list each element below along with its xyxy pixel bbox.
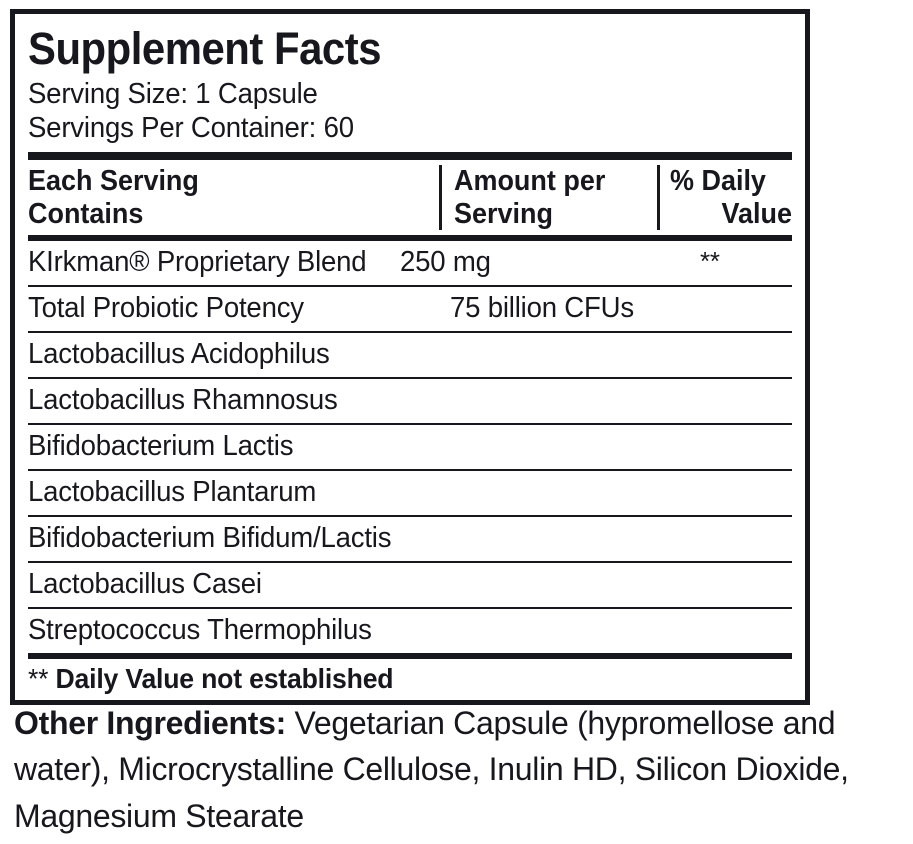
header-daily-value-line1: % Daily bbox=[670, 165, 766, 198]
row-divider bbox=[28, 561, 792, 564]
table-row: Lactobacillus Acidophilus bbox=[28, 333, 792, 377]
other-ingredients-block: Other Ingredients: Vegetarian Capsule (h… bbox=[14, 700, 904, 839]
other-ingredients-text: Vegetarian Capsule (hypromellose and wat… bbox=[14, 705, 849, 834]
divider-below-header bbox=[28, 235, 792, 242]
footnote-marker: ** bbox=[28, 663, 56, 695]
table-header-row: Each Serving Contains Amount per Serving… bbox=[28, 160, 792, 235]
divider-thick-top bbox=[28, 152, 792, 161]
row-divider bbox=[28, 285, 792, 288]
row-divider bbox=[28, 377, 792, 380]
serving-size-text: Serving Size: 1 Capsule bbox=[28, 78, 318, 110]
supplement-facts-panel: Supplement Facts Serving Size: 1 Capsule… bbox=[10, 9, 810, 706]
table-row: Bifidobacterium Lactis bbox=[28, 425, 792, 469]
other-ingredients-label: Other Ingredients: bbox=[14, 705, 286, 741]
row-name: Lactobacillus Acidophilus bbox=[28, 338, 330, 371]
row-name: Streptococcus Thermophilus bbox=[28, 614, 372, 647]
row-name: Lactobacillus Rhamnosus bbox=[28, 384, 338, 417]
table-row: Lactobacillus Plantarum bbox=[28, 471, 792, 515]
page-title: Supplement Facts bbox=[28, 23, 382, 74]
row-divider bbox=[28, 469, 792, 472]
row-amount: 75 billion CFUs bbox=[450, 292, 634, 325]
row-name: Lactobacillus Casei bbox=[28, 568, 262, 601]
row-name: Bifidobacterium Bifidum/Lactis bbox=[28, 522, 392, 555]
table-row: Bifidobacterium Bifidum/Lactis bbox=[28, 517, 792, 561]
header-daily-value-line2: Value bbox=[721, 197, 792, 230]
row-divider bbox=[28, 423, 792, 426]
header-col-each-serving: Each Serving Contains bbox=[28, 165, 439, 230]
table-row: Lactobacillus Casei bbox=[28, 563, 792, 607]
row-divider bbox=[28, 607, 792, 610]
header-each-serving-line1: Each Serving bbox=[28, 165, 199, 198]
daily-value-footnote: ** Daily Value not established bbox=[28, 659, 754, 700]
table-row: Lactobacillus Rhamnosus bbox=[28, 379, 792, 423]
header-each-serving-line2: Contains bbox=[28, 197, 144, 230]
footnote-text: Daily Value not established bbox=[55, 663, 394, 695]
servings-per-container-text: Servings Per Container: 60 bbox=[28, 112, 354, 145]
divider-above-footnote bbox=[28, 653, 792, 660]
header-amount-line1: Amount per bbox=[454, 165, 606, 198]
header-amount-line2: Serving bbox=[454, 197, 553, 230]
row-name: KIrkman® Proprietary Blend bbox=[28, 246, 367, 279]
header-col-daily-value: % Daily Value bbox=[657, 165, 792, 231]
header-col-amount-per-serving: Amount per Serving bbox=[439, 165, 657, 231]
row-daily-value: ** bbox=[700, 246, 720, 277]
table-row: Streptococcus Thermophilus bbox=[28, 609, 792, 653]
row-divider bbox=[28, 331, 792, 334]
row-name: Bifidobacterium Lactis bbox=[28, 430, 294, 463]
row-name: Lactobacillus Plantarum bbox=[28, 476, 317, 509]
table-row: Total Probiotic Potency 75 billion CFUs bbox=[28, 287, 792, 331]
table-row: KIrkman® Proprietary Blend 250 mg ** bbox=[28, 241, 792, 285]
row-name: Total Probiotic Potency bbox=[28, 292, 304, 325]
row-amount: 250 mg bbox=[400, 246, 492, 279]
row-divider bbox=[28, 515, 792, 518]
